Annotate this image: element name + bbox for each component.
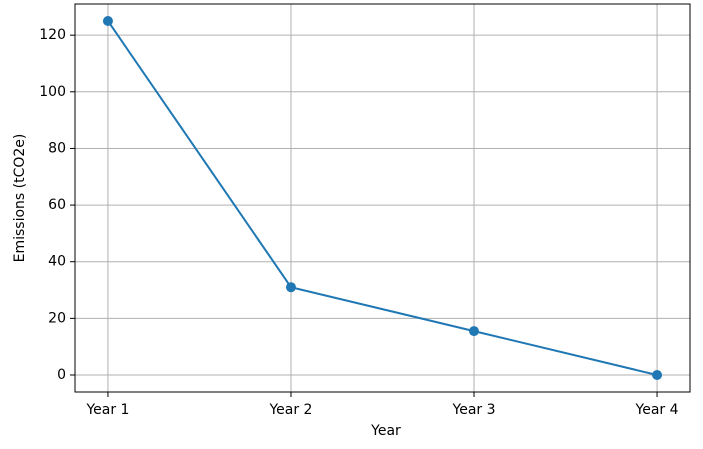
- y-tick-label: 80: [48, 140, 66, 156]
- y-tick-label: 100: [39, 84, 66, 100]
- plot-frame: [74, 3, 691, 393]
- x-tick-label: Year 4: [635, 402, 679, 418]
- line: [107, 20, 658, 376]
- x-axis-label: Year: [370, 423, 401, 439]
- y-tick-label: 40: [48, 254, 66, 270]
- marker: [102, 15, 113, 26]
- x-tick-label: Year 3: [452, 402, 496, 418]
- marker: [469, 326, 480, 337]
- y-tick-label: 60: [48, 197, 66, 213]
- y-tick-label: 20: [48, 310, 66, 326]
- x-tick-label: Year 1: [85, 402, 129, 418]
- marker: [652, 370, 663, 381]
- y-axis-label: Emissions (tCO2e): [12, 134, 28, 263]
- marker: [285, 282, 296, 293]
- x-tick-label: Year 2: [268, 402, 312, 418]
- y-tick-label: 120: [39, 27, 66, 43]
- y-tick-label: 0: [57, 367, 66, 383]
